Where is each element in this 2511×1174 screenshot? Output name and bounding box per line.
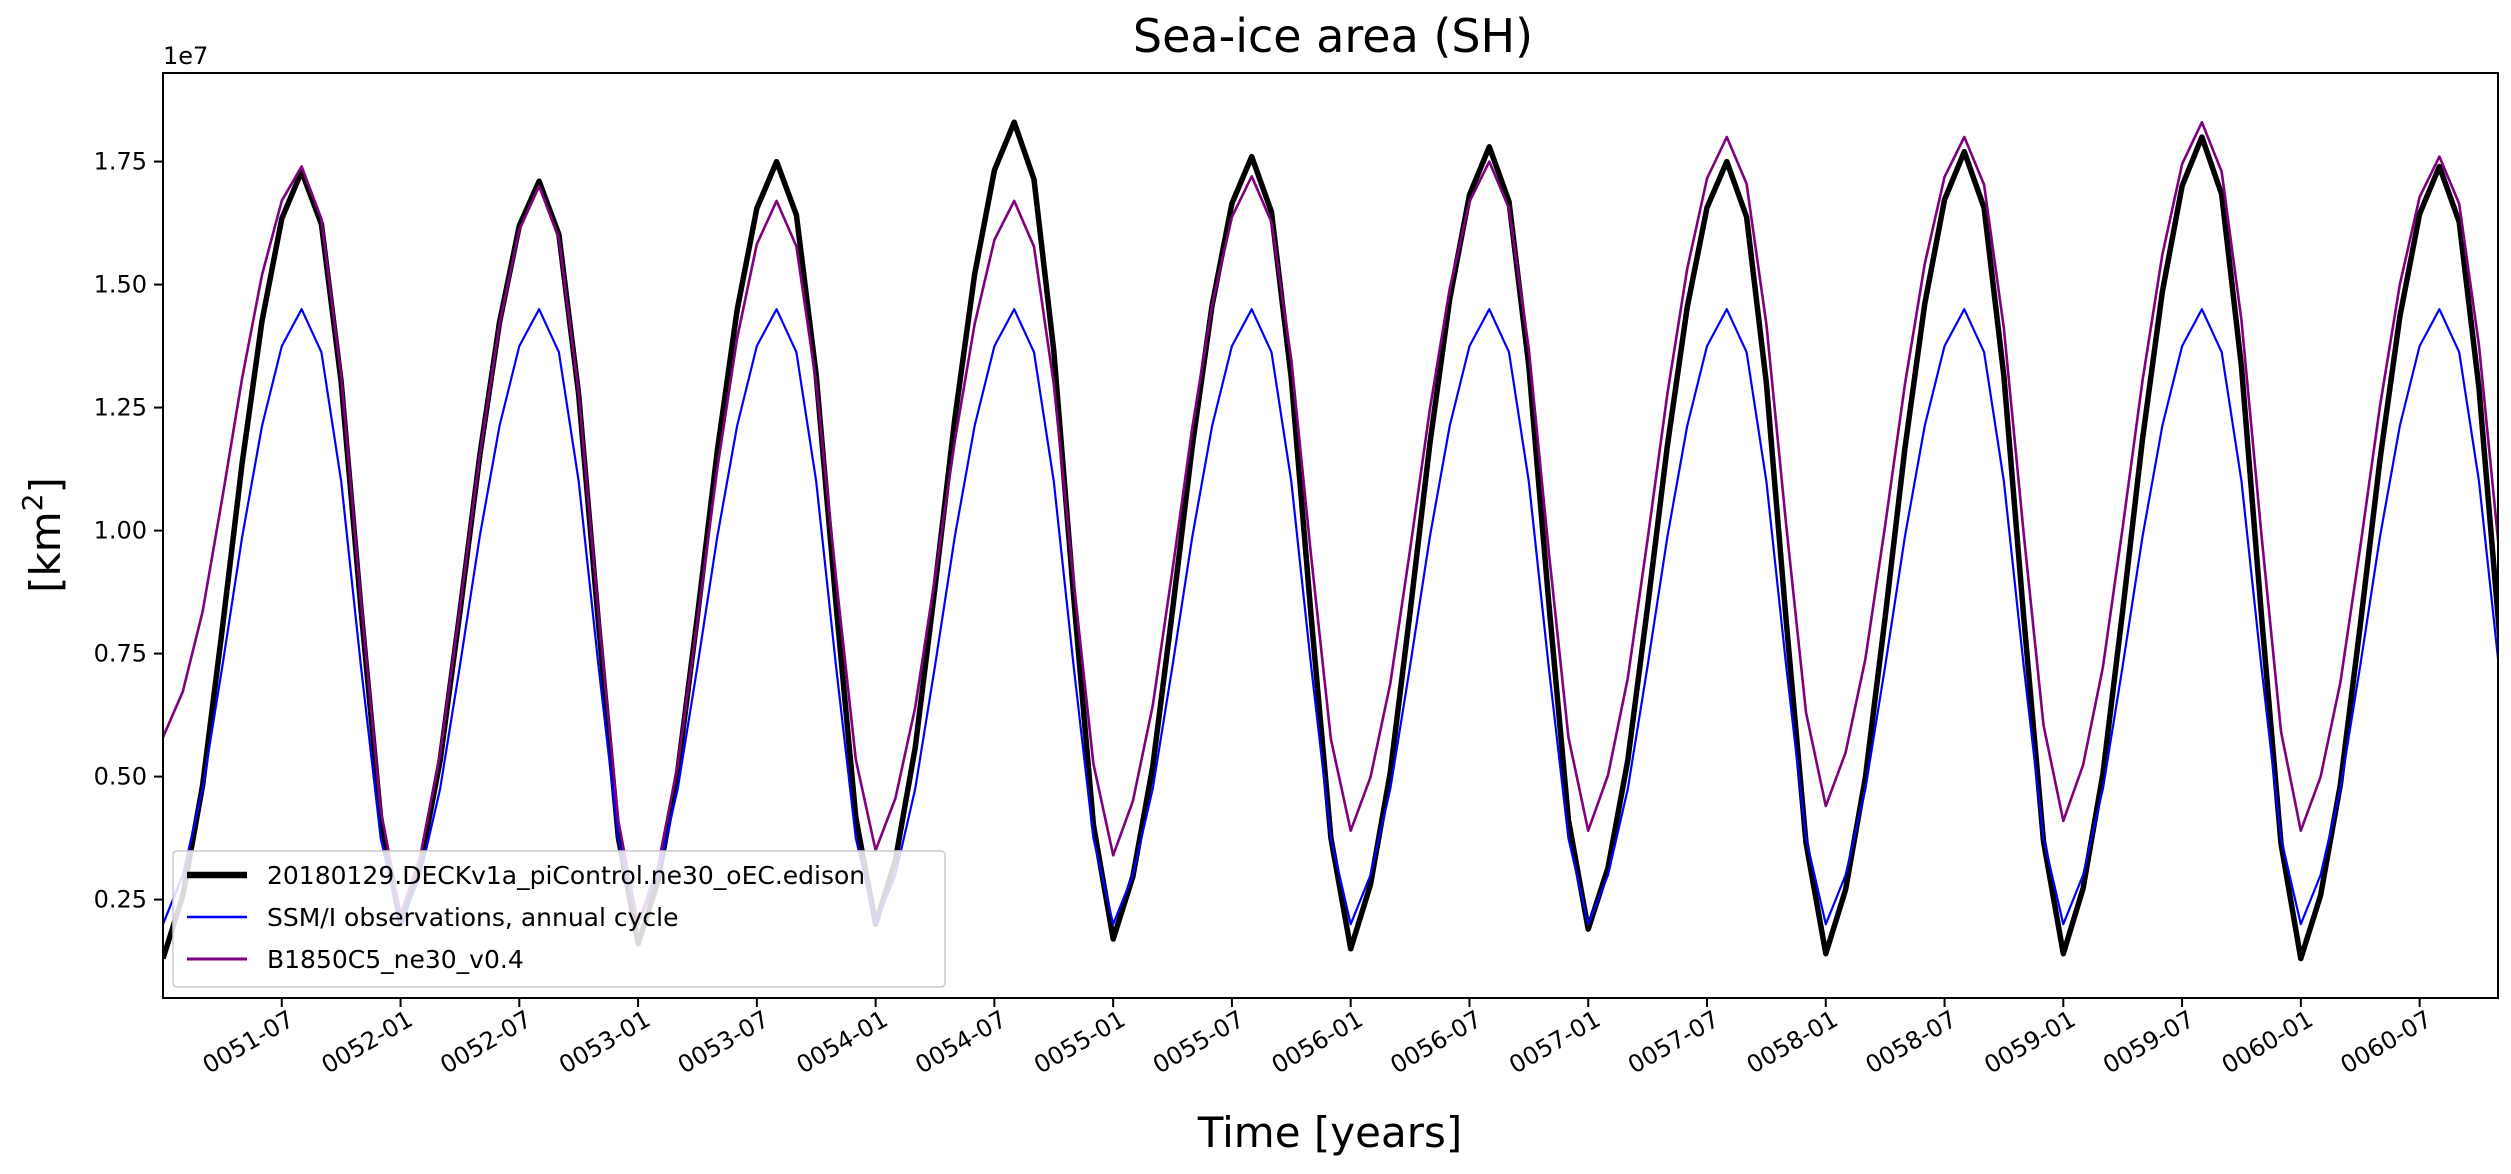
x-axis-label: Time [years] (1197, 1108, 1463, 1157)
x-tick-label: 0057-07 (1623, 1005, 1724, 1079)
series-line-ssmi-observations (163, 308, 2498, 926)
plot-frame (162, 72, 2499, 999)
x-tick-label: 0052-01 (317, 1005, 418, 1079)
chart-title: Sea-ice area (SH) (1133, 9, 1533, 63)
y-tick-label: 0.75 (94, 640, 147, 668)
y-axis-ticks: 0.25 0.50 0.75 1.00 1.25 1.50 1.75 (94, 148, 163, 914)
legend: 20180129.DECKv1a_piControl.ne30_oEC.edis… (172, 850, 946, 988)
x-tick-label: 0051-07 (198, 1005, 299, 1079)
y-offset-label: 1e7 (163, 42, 208, 70)
x-tick-label: 0054-01 (792, 1005, 893, 1079)
legend-label-b1850: B1850C5_ne30_v0.4 (267, 945, 524, 974)
y-tick-label: 1.75 (94, 148, 147, 176)
x-tick-label: 0053-07 (673, 1005, 774, 1079)
x-tick-label: 0052-07 (435, 1005, 536, 1079)
series-line-b1850c5 (163, 120, 2498, 926)
y-tick-label: 0.50 (94, 763, 147, 791)
x-tick-label: 0055-01 (1029, 1005, 1130, 1079)
legend-label-ssmi: SSM/I observations, annual cycle (267, 903, 679, 932)
x-tick-label: 0060-01 (2217, 1005, 2318, 1079)
x-tick-label: 0059-07 (2098, 1005, 2199, 1079)
y-tick-label: 0.25 (94, 886, 147, 914)
x-tick-label: 0057-01 (1504, 1005, 1605, 1079)
x-tick-label: 0060-07 (2336, 1005, 2437, 1079)
x-tick-label: 0056-01 (1267, 1005, 1368, 1079)
x-tick-label: 0053-01 (554, 1005, 655, 1079)
y-axis-label: [km2] (16, 477, 70, 593)
y-tick-label: 1.25 (94, 394, 147, 422)
series-layer (163, 119, 2498, 962)
x-tick-label: 0054-07 (911, 1005, 1012, 1079)
x-tick-label: 0058-07 (1861, 1005, 1962, 1079)
x-tick-label: 0055-07 (1148, 1005, 1249, 1079)
x-axis-ticks: 0051-07 0052-01 0052-07 0053-01 0053-07 0054-… (198, 998, 2437, 1079)
x-tick-label: 0056-07 (1386, 1005, 1487, 1079)
legend-box (172, 850, 946, 988)
x-tick-label: 0059-01 (1979, 1005, 2080, 1079)
y-tick-label: 1.00 (94, 517, 147, 545)
x-tick-label: 0058-01 (1742, 1005, 1843, 1079)
y-tick-label: 1.50 (94, 271, 147, 299)
legend-label-decadal-run: 20180129.DECKv1a_piControl.ne30_oEC.edis… (267, 861, 865, 890)
